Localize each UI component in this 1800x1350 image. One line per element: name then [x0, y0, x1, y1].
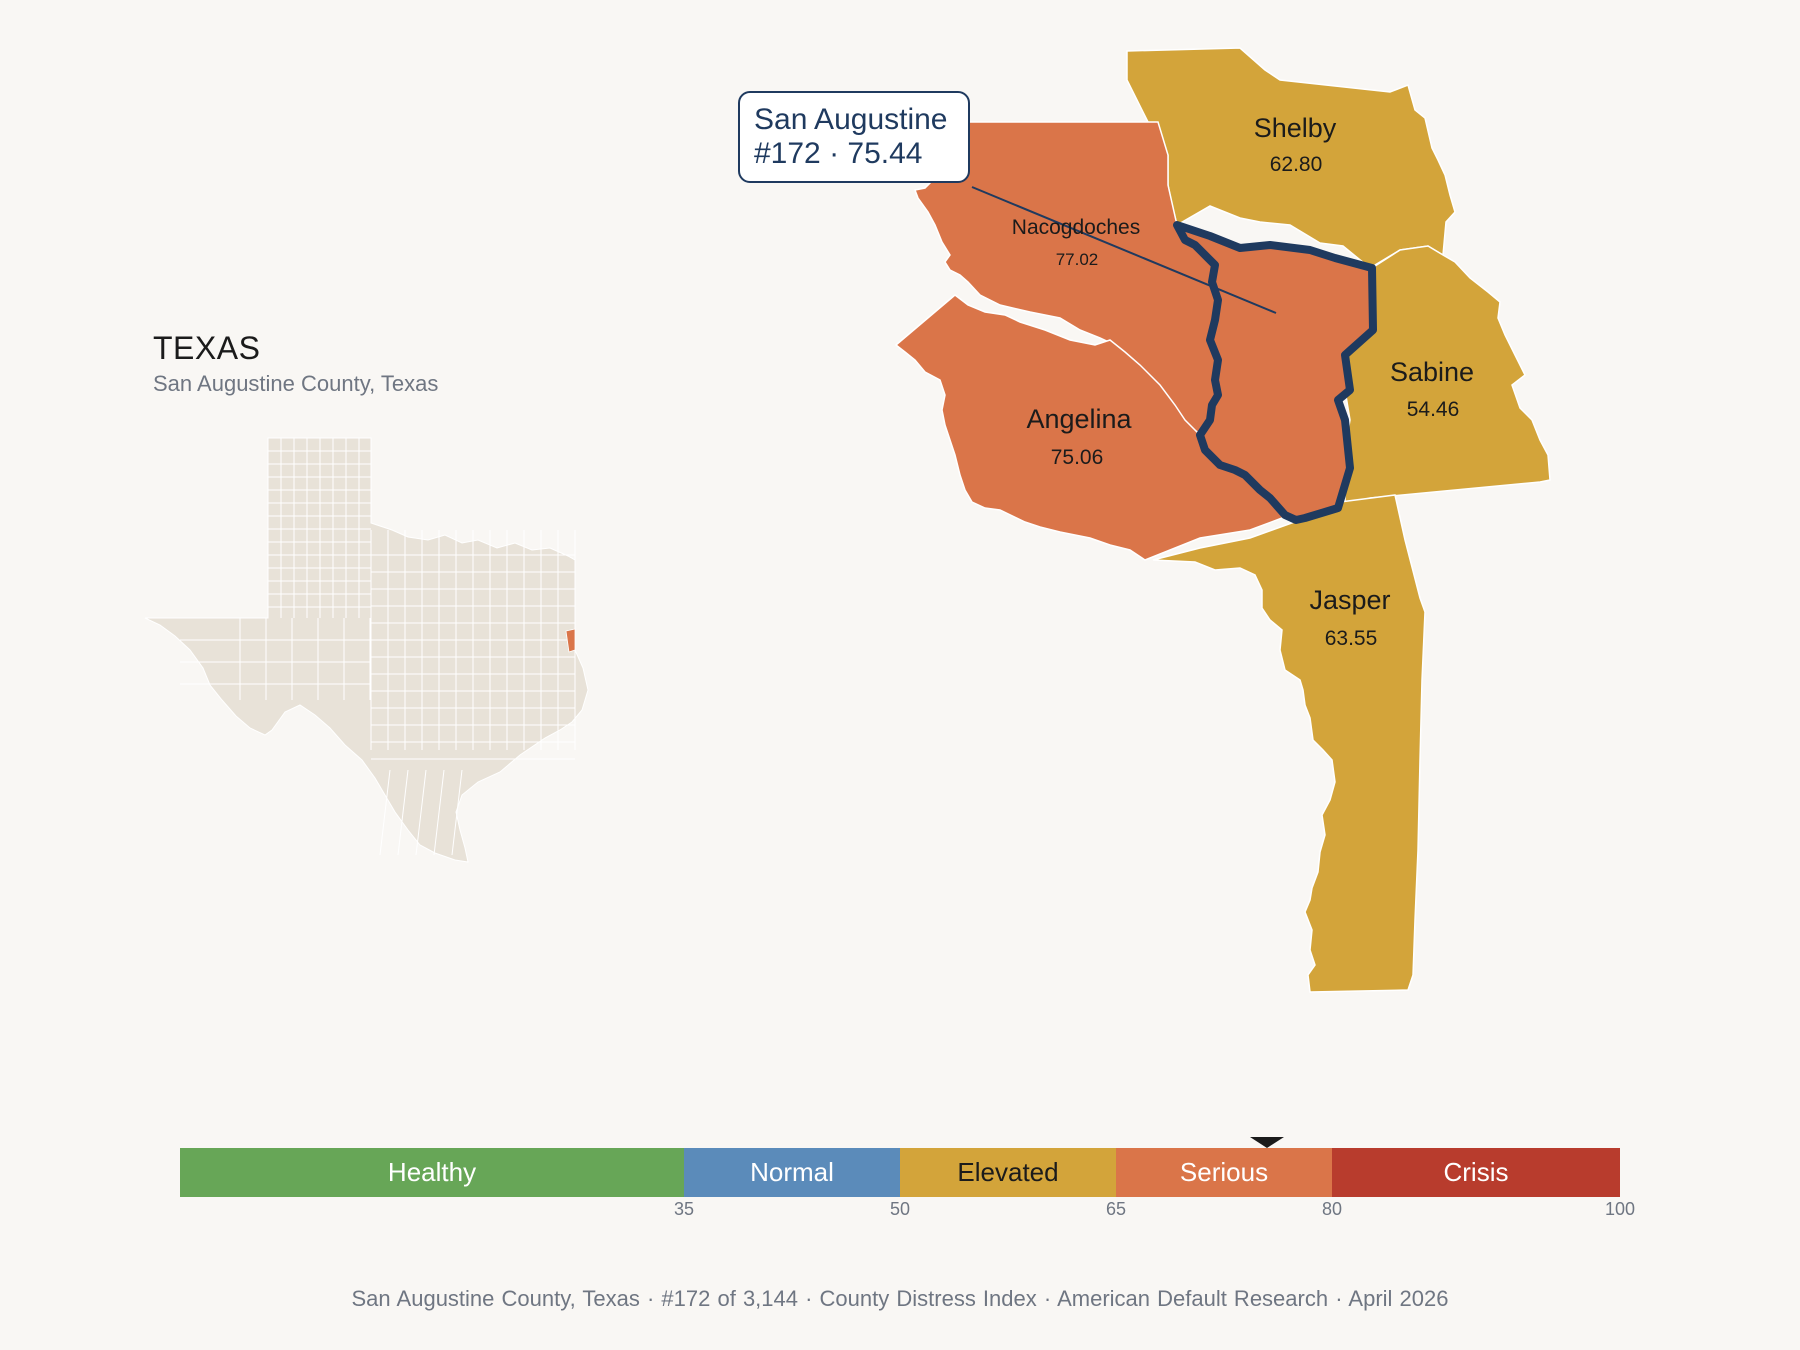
- county-label-sabine: Sabine: [1390, 357, 1474, 387]
- texas-highlighted-county: [565, 628, 576, 653]
- scale-label-elevated: Elevated: [957, 1157, 1059, 1187]
- scale-segment-normal: Normal: [684, 1148, 900, 1197]
- scale-label-serious: Serious: [1179, 1157, 1269, 1187]
- texas-outline: [144, 437, 589, 863]
- county-label-jasper: Jasper: [1309, 585, 1390, 615]
- scale-tick-100: 100: [1604, 1199, 1636, 1219]
- state-subtitle: San Augustine County, Texas: [153, 371, 439, 396]
- texas-inset-map: [144, 437, 589, 863]
- county-angelina[interactable]: [894, 294, 1327, 561]
- county-score-nacogdoches: 77.02: [1056, 250, 1099, 269]
- scale-marker-pointer: [1250, 1137, 1284, 1148]
- callout-county-name: San Augustine: [754, 103, 948, 136]
- scale-tick-80: 80: [1321, 1199, 1343, 1219]
- scale-tick-65: 65: [1105, 1199, 1127, 1219]
- county-callout: San Augustine #172 · 75.44: [738, 91, 970, 183]
- scale-label-crisis: Crisis: [1443, 1157, 1509, 1187]
- scale-label-normal: Normal: [750, 1157, 834, 1187]
- scale-segment-crisis: Crisis: [1332, 1148, 1620, 1197]
- scale-label-healthy: Healthy: [387, 1157, 477, 1187]
- county-score-angelina: 75.06: [1051, 446, 1104, 469]
- county-map: Shelby 62.80 Nacogdoches 77.02 Sabine 54…: [894, 47, 1551, 993]
- scale-tick-35: 35: [673, 1199, 695, 1219]
- scale-tick-50: 50: [889, 1199, 911, 1219]
- county-label-angelina: Angelina: [1026, 404, 1132, 434]
- scale-segment-elevated: Elevated: [900, 1148, 1116, 1197]
- county-jasper[interactable]: [1152, 494, 1426, 993]
- county-score-shelby: 62.80: [1270, 153, 1323, 176]
- scale-segment-serious: Serious: [1116, 1148, 1332, 1197]
- callout-leader-line: [971, 186, 1277, 314]
- county-label-shelby: Shelby: [1254, 113, 1337, 143]
- county-label-nacogdoches: Nacogdoches: [1012, 216, 1140, 239]
- county-san-augustine[interactable]: [1173, 221, 1377, 524]
- county-score-sabine: 54.46: [1407, 398, 1460, 421]
- county-score-jasper: 63.55: [1325, 627, 1378, 650]
- state-title: TEXAS: [153, 330, 261, 366]
- callout-rank-score: #172 · 75.44: [754, 137, 923, 170]
- footer-source-line: San Augustine County, Texas · #172 of 3,…: [351, 1286, 1449, 1311]
- distress-scale-bar: Healthy Normal Elevated Serious Crisis: [180, 1148, 1620, 1197]
- texas-county-grid: [180, 437, 576, 856]
- scale-segment-healthy: Healthy: [180, 1148, 684, 1197]
